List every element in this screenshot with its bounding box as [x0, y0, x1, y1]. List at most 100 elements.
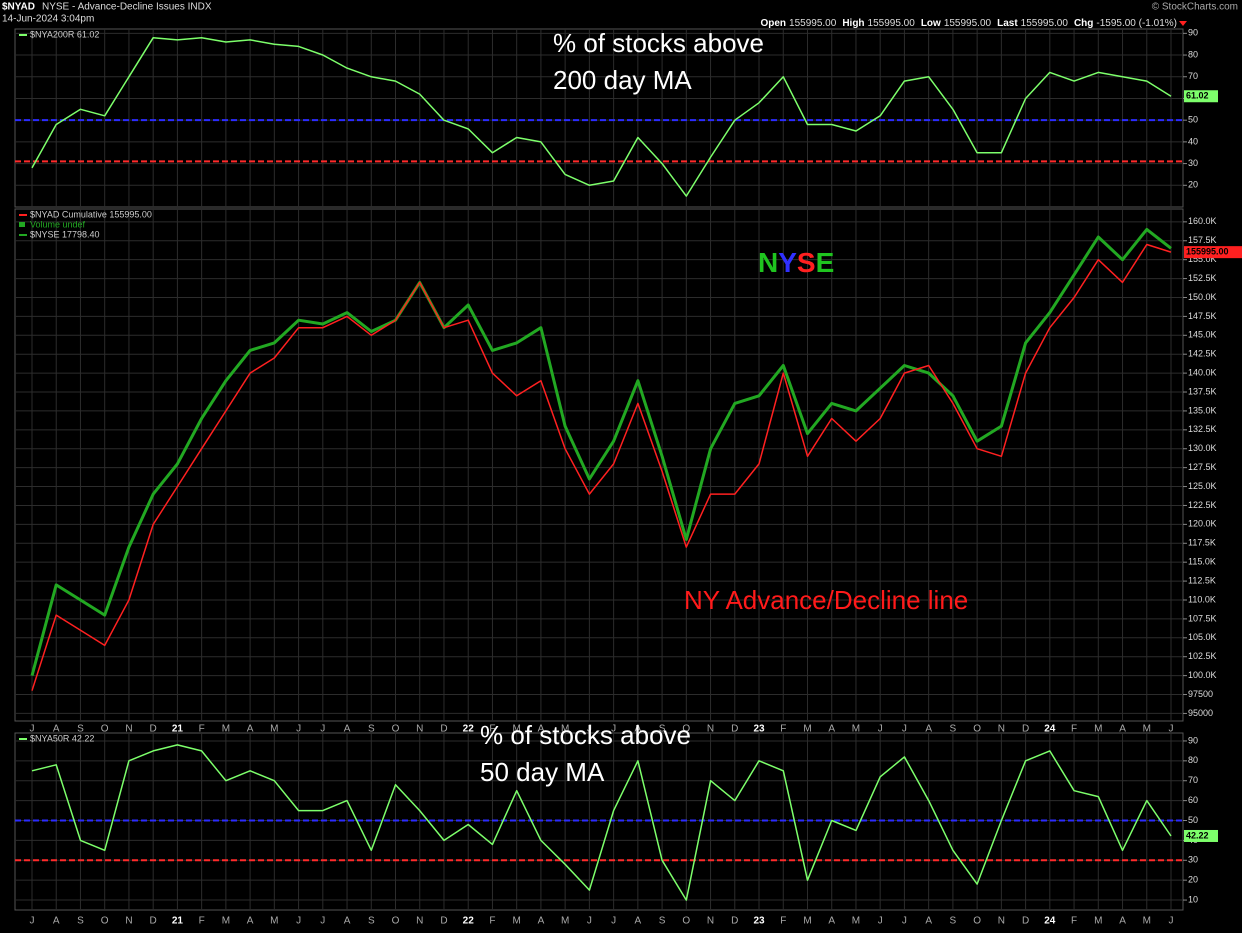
y-tick-label: 110.0K: [1188, 594, 1216, 604]
series-line: [31, 243, 1172, 691]
series-line: [31, 744, 1172, 901]
symbol: $NYAD: [2, 2, 35, 13]
quote: Open 155995.00 High 155995.00 Low 155995.00 La…: [760, 18, 1177, 29]
y-tick-label: 102.5K: [1188, 651, 1217, 661]
y-tick-label: 50: [1188, 115, 1198, 125]
y-tick-label: 157.5K: [1188, 235, 1217, 245]
x-tick-label: M: [803, 916, 811, 927]
last-value-label: 155995.00: [1186, 247, 1229, 257]
y-tick-label: 80: [1188, 49, 1198, 59]
x-tick-label: M: [852, 916, 860, 927]
x-tick-label: J: [296, 724, 301, 735]
y-tick-label: 115.0K: [1188, 557, 1216, 567]
x-tick-label: F: [199, 916, 205, 927]
y-tick-label: 117.5K: [1188, 538, 1216, 548]
x-tick-label: F: [199, 724, 205, 735]
x-tick-label: J: [902, 724, 907, 735]
x-tick-label: A: [1119, 916, 1126, 927]
y-tick-label: 155.0K: [1188, 254, 1217, 264]
x-tick-label: F: [780, 916, 786, 927]
x-tick-label: A: [538, 724, 545, 735]
x-tick-label: M: [561, 916, 569, 927]
x-tick-label: D: [731, 916, 738, 927]
x-tick-label: A: [925, 916, 932, 927]
x-tick-label: M: [1094, 916, 1102, 927]
description: NYSE - Advance-Decline Issues INDX: [42, 2, 212, 13]
x-tick-label: M: [1094, 724, 1102, 735]
y-tick-label: 80: [1188, 755, 1198, 765]
x-tick-label: A: [344, 724, 351, 735]
annotation: 50 day MA: [480, 757, 605, 787]
x-tick-label: N: [707, 724, 714, 735]
nyse-label: NYSE: [758, 247, 834, 278]
y-tick-label: 142.5K: [1188, 349, 1217, 359]
quote-label: Last: [997, 18, 1018, 29]
x-tick-label: A: [344, 916, 351, 927]
last-value-label: 61.02: [1186, 91, 1209, 101]
y-tick-label: 40: [1188, 136, 1198, 146]
last-value-label: 42.22: [1186, 830, 1209, 840]
x-tick-label: M: [1143, 724, 1151, 735]
quote-label: Open: [760, 18, 786, 29]
x-tick-label: M: [222, 724, 230, 735]
last-value-box: [1184, 90, 1218, 103]
legend-label: $NYA200R 61.02: [30, 29, 99, 39]
x-tick-label: N: [998, 916, 1005, 927]
x-tick-label: M: [852, 724, 860, 735]
x-tick-label: S: [368, 724, 375, 735]
x-tick-label: 23: [753, 916, 765, 927]
source: © StockCharts.com: [1152, 2, 1238, 13]
timestamp: 14-Jun-2024 3:04pm: [2, 14, 94, 25]
x-tick-label: M: [513, 724, 521, 735]
x-tick-label: M: [1143, 916, 1151, 927]
y-tick-label: 105.0K: [1188, 632, 1217, 642]
series-line: [31, 36, 1172, 197]
x-tick-label: M: [513, 916, 521, 927]
x-tick-label: J: [320, 724, 325, 735]
x-tick-label: A: [925, 724, 932, 735]
x-tick-label: O: [682, 916, 690, 927]
x-tick-label: S: [659, 916, 666, 927]
x-tick-label: O: [973, 724, 981, 735]
x-tick-label: O: [101, 916, 109, 927]
x-tick-label: O: [101, 724, 109, 735]
y-tick-label: 127.5K: [1188, 462, 1217, 472]
x-tick-label: A: [247, 916, 254, 927]
x-tick-label: A: [538, 916, 545, 927]
y-tick-label: 122.5K: [1188, 500, 1217, 510]
quote-value: 155995.00: [789, 18, 837, 29]
y-tick-label: 107.5K: [1188, 613, 1217, 623]
quote-value: -1595.00 (-1.01%): [1096, 18, 1177, 29]
last-value-box: [1184, 246, 1242, 259]
x-tick-label: O: [392, 724, 400, 735]
y-tick-label: 30: [1188, 855, 1198, 865]
x-tick-label: J: [611, 916, 616, 927]
y-tick-label: 160.0K: [1188, 216, 1217, 226]
x-tick-label: J: [30, 916, 35, 927]
y-tick-label: 140.0K: [1188, 367, 1217, 377]
quote-label: High: [842, 18, 864, 29]
x-tick-label: N: [998, 724, 1005, 735]
volume-label: Volume undef: [30, 219, 86, 229]
y-tick-label: 112.5K: [1188, 575, 1216, 585]
nyse-letter: Y: [778, 247, 797, 278]
y-tick-label: 90: [1188, 28, 1198, 38]
last-value-box: [1184, 829, 1218, 842]
quote-label: Low: [921, 18, 941, 29]
y-tick-label: 97500: [1188, 689, 1213, 699]
x-tick-label: J: [878, 724, 883, 735]
y-tick-label: 130.0K: [1188, 443, 1217, 453]
annotation: % of stocks above: [553, 28, 764, 58]
y-tick-label: 145.0K: [1188, 330, 1217, 340]
x-tick-label: D: [150, 724, 157, 735]
x-tick-label: A: [635, 916, 642, 927]
x-tick-label: N: [707, 916, 714, 927]
x-tick-label: 21: [172, 724, 184, 735]
y-tick-label: 90: [1188, 735, 1198, 745]
x-tick-label: J: [1168, 724, 1173, 735]
x-tick-label: A: [53, 916, 60, 927]
y-tick-label: 125.0K: [1188, 481, 1217, 491]
x-tick-label: 24: [1044, 724, 1056, 735]
panel: [14, 28, 1184, 208]
x-tick-label: F: [1071, 916, 1077, 927]
